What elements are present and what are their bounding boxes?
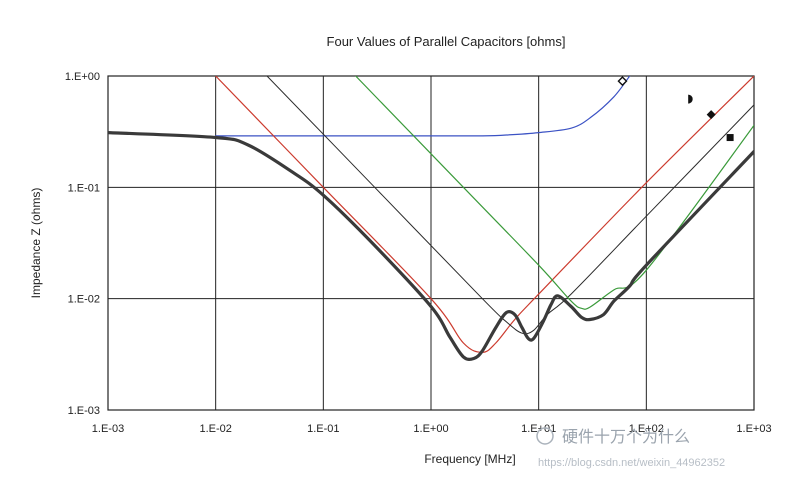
marker-group: [617, 76, 734, 142]
x-tick-label: 1.E-01: [307, 423, 339, 435]
watermark-url: https://blog.csdn.net/weixin_44962352: [538, 457, 725, 469]
chart-title: Four Values of Parallel Capacitors [ohms…: [327, 34, 566, 49]
x-tick-label: 1.E+00: [413, 423, 448, 435]
marker-half-circle: [688, 94, 693, 104]
grid-lines: [107, 75, 755, 411]
x-axis-label: Frequency [MHz]: [424, 452, 515, 466]
marker-diamond: [706, 110, 716, 120]
watermark-text: 硬件十万个为什么: [562, 428, 690, 446]
watermark-logo-icon: [536, 427, 554, 445]
y-axis-label: Impedance Z (ohms): [29, 188, 43, 299]
x-tick-label: 1.E-02: [199, 423, 231, 435]
marker-diamond-open: [617, 76, 628, 87]
y-tick-label: 1.E+00: [65, 71, 100, 83]
y-tick-label: 1.E-01: [68, 182, 100, 194]
marker-square: [726, 134, 734, 142]
series-line-2: [215, 76, 754, 353]
x-tick-label: 1.E+02: [629, 423, 664, 435]
plot-frame: [107, 75, 755, 411]
series-group: [108, 76, 754, 361]
series-line-5: [108, 131, 754, 361]
x-tick-label: 1.E+01: [521, 423, 556, 435]
y-tick-labels: 1.E-03 1.E-02 1.E-01 1.E+00: [65, 71, 100, 417]
watermark: 硬件十万个为什么 https://blog.csdn.net/weixin_44…: [536, 427, 725, 469]
series-line-4: [355, 76, 754, 310]
y-tick-label: 1.E-02: [68, 294, 100, 306]
series-line-1: [215, 76, 631, 137]
x-tick-label: 1.E+03: [736, 423, 771, 435]
x-tick-label: 1.E-03: [92, 423, 124, 435]
y-tick-label: 1.E-03: [68, 405, 100, 417]
x-tick-labels: 1.E-03 1.E-02 1.E-01 1.E+00 1.E+01 1.E+02 1.E+…: [92, 423, 772, 435]
